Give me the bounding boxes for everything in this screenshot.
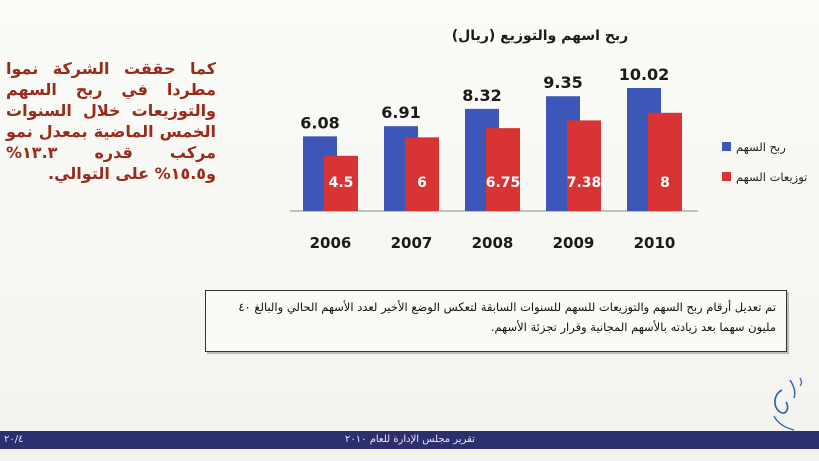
dividend-value-label: 7.38 — [567, 175, 602, 191]
dividend-bar — [324, 155, 358, 211]
eps-value-label: 9.35 — [543, 73, 582, 92]
chart-legend: ربح السهم توزيعات السهم — [722, 140, 807, 185]
legend-swatch-eps — [722, 142, 731, 151]
handwritten-initial — [773, 377, 803, 431]
legend-label-dividends: توزيعات السهم — [736, 170, 807, 185]
summary-text: كما حققت الشركة نموا مطردا في ربح السهم … — [6, 59, 216, 183]
eps-value-label: 6.91 — [381, 103, 420, 122]
x-tick-label: 2009 — [553, 234, 595, 252]
legend-label-eps: ربح السهم — [736, 140, 786, 155]
x-tick-labels: 2006 2007 2008 2009 2010 — [310, 234, 676, 252]
footer-title: تقرير مجلس الإدارة للعام ٢٠١٠ — [345, 434, 475, 445]
chart-title: ربح اسهم والتوزيع (ريال) — [451, 28, 629, 44]
x-tick-label: 2006 — [310, 234, 352, 252]
eps-value-label: 6.08 — [300, 113, 339, 132]
dividend-value-label: 8 — [660, 175, 670, 191]
dividend-bar — [567, 120, 601, 211]
footer-bar — [0, 431, 819, 449]
x-tick-label: 2007 — [391, 234, 433, 252]
dividend-bar — [486, 128, 520, 211]
dividend-bar — [648, 112, 682, 211]
dividend-value-label: 4.5 — [329, 175, 354, 191]
bars-group: 6.08 4.5 6.91 6 8.32 6.75 9.35 7.38 10.02 8 — [300, 65, 682, 211]
dividend-value-label: 6.75 — [486, 175, 521, 191]
dividend-bar — [405, 137, 439, 211]
dividend-value-label: 6 — [417, 175, 427, 191]
x-tick-label: 2008 — [472, 234, 514, 252]
page-number: ٢٠/٤ — [4, 434, 24, 445]
eps-value-label: 10.02 — [619, 65, 670, 84]
x-tick-label: 2010 — [634, 234, 676, 252]
legend-swatch-dividends — [722, 172, 731, 181]
eps-value-label: 8.32 — [462, 86, 501, 105]
adjustment-note: تم تعديل أرقام ربح السهم والتوزيعات للسه… — [205, 290, 787, 352]
